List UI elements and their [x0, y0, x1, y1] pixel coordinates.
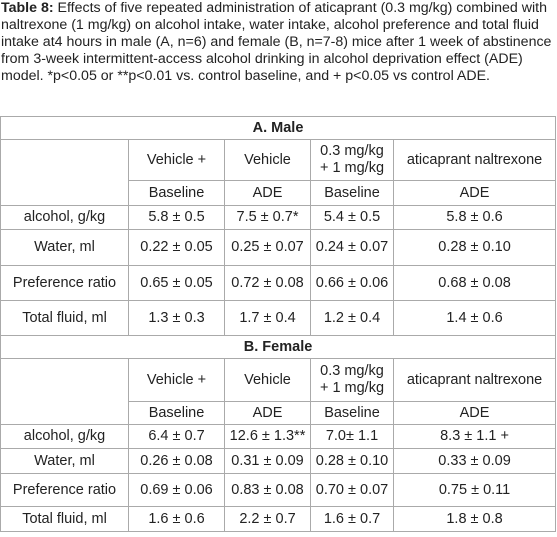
data-cell: 1.8 ± 0.8: [392, 506, 557, 532]
section-title: A. Male: [0, 116, 557, 140]
data-cell: 5.8 ± 0.5: [128, 205, 225, 230]
header-cell: 0.3 mg/kg + 1 mg/kg: [310, 358, 394, 402]
data-cell: 0.69 ± 0.06: [128, 473, 225, 507]
data-cell: 0.24 ± 0.07: [310, 229, 394, 266]
subheader-cell: Baseline: [128, 401, 225, 425]
data-cell: 0.75 ± 0.11: [392, 473, 557, 507]
header-line: + 1 mg/kg: [319, 160, 385, 176]
section-row: A. Male: [0, 116, 557, 140]
data-row: Preference ratio 0.69 ± 0.06 0.83 ± 0.08 0.…: [0, 473, 557, 507]
caption: Table 8: Effects of five repeated admini…: [1, 0, 556, 116]
header-line: Vehicle +: [146, 371, 207, 388]
data-cell: 0.65 ± 0.05: [128, 265, 225, 301]
row-label: Total fluid, ml: [0, 300, 129, 336]
data-cell: 7.0± 1.1: [310, 424, 394, 449]
section-row: B. Female: [0, 335, 557, 359]
header-cell: aticaprant naltrexone: [392, 358, 557, 402]
row-label: Total fluid, ml: [0, 506, 129, 532]
data-cell: 0.83 ± 0.08: [224, 473, 311, 507]
subheader-cell: Baseline: [310, 401, 394, 425]
header-cell: 0.3 mg/kg + 1 mg/kg: [310, 139, 394, 181]
table: A. Male Vehicle + Vehicle 0.3 mg/kg + 1 mg/k…: [0, 116, 557, 532]
subheader-cell: ADE: [392, 180, 557, 206]
data-cell: 0.28 ± 0.10: [392, 229, 557, 266]
data-cell: 1.3 ± 0.3: [128, 300, 225, 336]
data-cell: 5.4 ± 0.5: [310, 205, 394, 230]
data-cell: 8.3 ± 1.1 +: [392, 424, 557, 449]
subheader-cell: ADE: [224, 401, 311, 425]
data-row: alcohol, g/kg 6.4 ± 0.7 12.6 ± 1.3** 7.0± 1…: [0, 424, 557, 449]
data-row: Water, ml 0.22 ± 0.05 0.25 ± 0.07 0.24 ± 0.…: [0, 229, 557, 266]
row-label: Water, ml: [0, 229, 129, 266]
empty-cell: [0, 358, 129, 425]
data-cell: 1.6 ± 0.6: [128, 506, 225, 532]
subheader-cell: ADE: [224, 180, 311, 206]
data-cell: 1.7 ± 0.4: [224, 300, 311, 336]
header-line: + 1 mg/kg: [319, 380, 385, 396]
header-row: Vehicle + Vehicle 0.3 mg/kg + 1 mg/kg aticap…: [0, 358, 557, 425]
data-cell: 6.4 ± 0.7: [128, 424, 225, 449]
subheader-cell: Baseline: [310, 180, 394, 206]
data-cell: 0.25 ± 0.07: [224, 229, 311, 266]
row-label: alcohol, g/kg: [0, 424, 129, 449]
row-label: Water, ml: [0, 448, 129, 474]
row-label: Preference ratio: [0, 473, 129, 507]
data-cell: 0.70 ± 0.07: [310, 473, 394, 507]
header-line: Vehicle: [244, 371, 291, 388]
header-line: Vehicle +: [146, 151, 207, 168]
header-cell: Vehicle +: [128, 358, 225, 402]
data-cell: 12.6 ± 1.3**: [224, 424, 311, 449]
caption-label: Table 8:: [1, 0, 54, 16]
data-row: Total fluid, ml 1.3 ± 0.3 1.7 ± 0.4 1.2 ± 0…: [0, 300, 557, 336]
data-row: Total fluid, ml 1.6 ± 0.6 2.2 ± 0.7 1.6 ± 0…: [0, 506, 557, 532]
data-cell: 0.26 ± 0.08: [128, 448, 225, 474]
subheader-cell: ADE: [392, 401, 557, 425]
header-cell: aticaprant naltrexone: [392, 139, 557, 181]
header-row: Vehicle + Vehicle 0.3 mg/kg + 1 mg/kg aticap…: [0, 139, 557, 206]
section-title: B. Female: [0, 335, 557, 359]
data-cell: 0.33 ± 0.09: [392, 448, 557, 474]
header-line: 0.3 mg/kg: [320, 363, 384, 379]
subheader-row: Baseline ADE Baseline ADE: [1, 180, 557, 206]
data-row: alcohol, g/kg 5.8 ± 0.5 7.5 ± 0.7* 5.4 ± 0.…: [0, 205, 557, 230]
data-cell: 7.5 ± 0.7*: [224, 205, 311, 230]
data-row: Water, ml 0.26 ± 0.08 0.31 ± 0.09 0.28 ± 0.…: [0, 448, 557, 474]
empty-cell: [0, 139, 129, 206]
row-label: alcohol, g/kg: [0, 205, 129, 230]
data-cell: 1.2 ± 0.4: [310, 300, 394, 336]
data-cell: 0.68 ± 0.08: [392, 265, 557, 301]
row-label: Preference ratio: [0, 265, 129, 301]
header-cell: Vehicle: [224, 358, 311, 402]
header-line: aticaprant naltrexone: [406, 371, 543, 388]
data-cell: 5.8 ± 0.6: [392, 205, 557, 230]
data-cell: 0.28 ± 0.10: [310, 448, 394, 474]
data-cell: 0.66 ± 0.06: [310, 265, 394, 301]
data-cell: 0.31 ± 0.09: [224, 448, 311, 474]
data-row: Preference ratio 0.65 ± 0.05 0.72 ± 0.08 0.…: [0, 265, 557, 301]
header-line: 0.3 mg/kg: [320, 143, 384, 159]
header-line: Vehicle: [244, 151, 291, 168]
header-line: aticaprant naltrexone: [406, 151, 543, 168]
subheader-cell: Baseline: [128, 180, 225, 206]
subheader-row: Baseline ADE Baseline ADE: [1, 401, 557, 425]
header-cell: Vehicle +: [128, 139, 225, 181]
data-cell: 0.72 ± 0.08: [224, 265, 311, 301]
data-cell: 2.2 ± 0.7: [224, 506, 311, 532]
caption-text: Effects of five repeated administration …: [1, 0, 552, 84]
header-cell: Vehicle: [224, 139, 311, 181]
data-cell: 0.22 ± 0.05: [128, 229, 225, 266]
data-cell: 1.4 ± 0.6: [392, 300, 557, 336]
data-cell: 1.6 ± 0.7: [310, 506, 394, 532]
